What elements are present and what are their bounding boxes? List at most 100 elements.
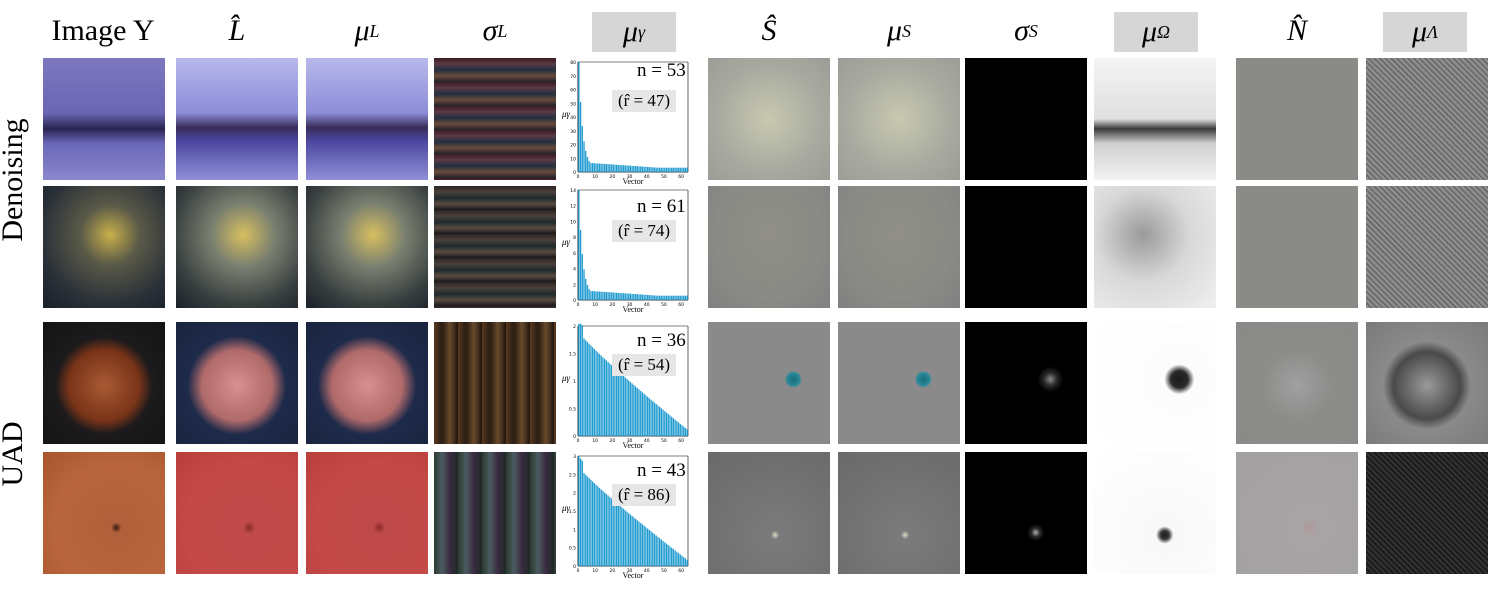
bar — [658, 406, 661, 436]
bar — [660, 539, 663, 566]
bar — [617, 164, 620, 172]
x-tick-label: 20 — [610, 174, 616, 180]
x-tick-label: 40 — [644, 568, 650, 574]
sparse-estimate-image — [708, 58, 830, 180]
r-hat-label: (r̂ = 54) — [612, 354, 677, 376]
bar — [609, 363, 611, 436]
bar — [609, 497, 611, 566]
y-tick-label: 0 — [573, 298, 576, 304]
noise-estimate-image — [1236, 322, 1358, 444]
bar — [621, 507, 623, 566]
n-count-label: n = 53 — [637, 60, 686, 81]
bar — [583, 269, 585, 300]
sparse-std-image — [965, 322, 1087, 444]
x-axis-label: Vector — [623, 305, 644, 312]
bar — [638, 389, 640, 436]
bar — [648, 529, 650, 566]
bar — [645, 527, 647, 566]
x-tick-label: 50 — [661, 174, 667, 180]
bar — [643, 294, 645, 300]
bar — [653, 295, 656, 300]
bar — [676, 421, 678, 436]
bar — [602, 490, 604, 566]
bar — [578, 62, 580, 172]
bar — [586, 157, 589, 172]
bar — [684, 167, 687, 172]
x-tick-label: 40 — [644, 302, 650, 308]
bar — [616, 292, 618, 300]
bar — [679, 554, 681, 566]
bar — [629, 293, 632, 300]
x-tick-label: 30 — [627, 174, 633, 180]
x-axis-label: Vector — [623, 571, 644, 578]
bar — [671, 167, 673, 172]
bar — [671, 295, 673, 300]
bar — [636, 520, 638, 566]
bar — [640, 523, 642, 566]
header-n-hat: N̂ — [1286, 14, 1307, 47]
bar — [600, 355, 602, 436]
input-image — [43, 186, 165, 308]
y-tick-label: 1.5 — [569, 509, 576, 515]
y-tick-label: 60 — [570, 88, 576, 94]
r-hat-label: (r̂ = 74) — [612, 220, 677, 242]
y-tick-label: 40 — [570, 115, 576, 121]
x-axis-label: Vector — [623, 177, 644, 184]
omega-mean-image — [1094, 58, 1216, 180]
bar — [665, 167, 668, 172]
bar — [607, 361, 609, 436]
lowrank-estimate-image — [176, 452, 298, 574]
row-label-uad: UAD — [0, 421, 29, 487]
bar — [619, 165, 621, 172]
bar — [617, 292, 620, 300]
bar — [612, 366, 614, 436]
bar — [683, 167, 685, 172]
bar — [638, 166, 640, 172]
bar — [607, 495, 609, 566]
bar — [677, 422, 680, 436]
bar — [616, 369, 618, 436]
bar — [653, 167, 656, 172]
bar — [602, 357, 604, 436]
bar — [619, 505, 621, 566]
bar — [681, 425, 683, 436]
bar — [590, 479, 592, 566]
sparse-estimate-image — [708, 186, 830, 308]
mu-gamma-chart: 0 0.5 1 1.5 2 2.5 3 0 10 20 30 40 50 60 Vector μγ — [560, 452, 692, 578]
bar — [626, 165, 628, 172]
bar — [597, 291, 599, 300]
header-image-y: Image Y — [51, 14, 155, 47]
bar — [595, 163, 597, 172]
sparse-std-image — [965, 186, 1087, 308]
bar — [591, 481, 594, 566]
bar — [597, 486, 599, 566]
bar — [676, 295, 678, 300]
bar — [650, 295, 652, 300]
bar — [617, 504, 620, 566]
y-tick-label: 1 — [573, 379, 576, 385]
n-count-label: n = 61 — [637, 196, 686, 217]
header-l-hat: L̂ — [228, 14, 246, 47]
sparse-std-image — [965, 452, 1087, 574]
bar — [667, 413, 669, 436]
bar — [614, 501, 616, 566]
bar — [579, 323, 582, 436]
bar — [657, 167, 659, 172]
lowrank-std-image — [434, 452, 556, 574]
lowrank-std-image — [434, 322, 556, 444]
y-axis-label: μγ — [561, 373, 571, 383]
bar — [614, 368, 616, 436]
y-axis-label: μγ — [561, 503, 571, 513]
bar — [578, 456, 580, 566]
lambda-mean-image — [1366, 186, 1488, 308]
bar — [585, 340, 587, 436]
bar — [607, 292, 609, 300]
bar — [628, 293, 630, 300]
bar — [622, 165, 625, 172]
bar — [672, 295, 675, 300]
x-tick-label: 40 — [644, 174, 650, 180]
x-tick-label: 40 — [644, 438, 650, 444]
